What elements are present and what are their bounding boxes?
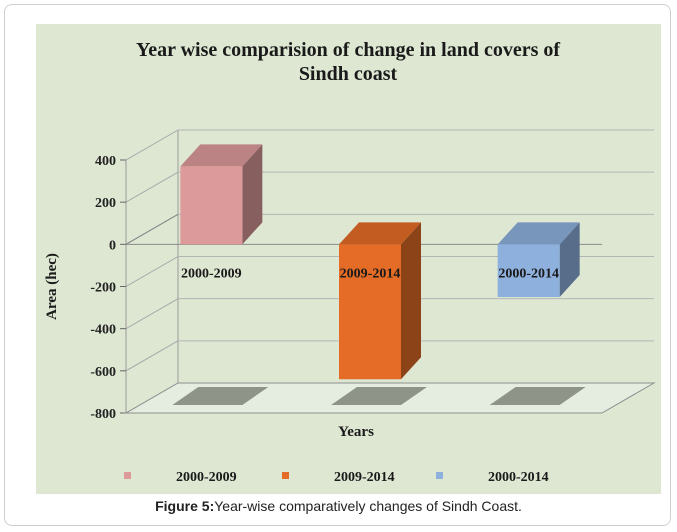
category-label-1: 2000-2009 — [181, 266, 242, 281]
bar-side-3 — [559, 222, 580, 298]
y-tick-label-1: 200 — [95, 196, 116, 211]
y-tick-label-2: 0 — [109, 238, 116, 253]
side-grid-3 — [125, 256, 179, 287]
legend-label-2: 2009-2014 — [334, 470, 395, 485]
y-tick-label-6: -800 — [90, 407, 116, 422]
category-label-3: 2000-2014 — [498, 266, 559, 281]
legend-swatch-2 — [282, 472, 289, 479]
bar-shadow-1 — [172, 387, 269, 405]
bar-side-2 — [401, 222, 421, 380]
category-label-2: 2009-2014 — [340, 266, 401, 281]
bar-top-3 — [497, 222, 580, 245]
figure-caption: Figure 5:Year-wise comparatively changes… — [0, 498, 677, 514]
legend-swatch-3 — [436, 472, 443, 479]
legend-swatch-1 — [124, 472, 131, 479]
y-axis-title: Area (hec) — [44, 253, 60, 320]
bar-shadow-2 — [331, 387, 427, 405]
bar-side-1 — [242, 144, 263, 245]
zero-line-depth — [125, 213, 179, 245]
bar-chart: Year wise comparision of change in land … — [44, 39, 656, 485]
legend-label-3: 2000-2014 — [488, 470, 549, 485]
y-tick-label-3: -200 — [90, 281, 116, 296]
bar-top-1 — [180, 144, 263, 167]
side-grid-0 — [125, 129, 179, 161]
side-grid-5 — [125, 340, 179, 372]
side-grid-4 — [125, 298, 179, 330]
y-tick-label-0: 400 — [95, 154, 116, 169]
chart-title-line-1: Year wise comparision of change in land … — [136, 39, 560, 61]
side-grid-1 — [125, 171, 179, 203]
bar-shadow-3 — [489, 387, 586, 405]
bar-1 — [180, 166, 243, 245]
caption-text: Year-wise comparatively changes of Sindh… — [214, 498, 522, 514]
x-axis-title: Years — [338, 424, 374, 440]
caption-label: Figure 5: — [155, 498, 215, 514]
bar-top-2 — [339, 222, 421, 245]
bar-2 — [339, 244, 401, 380]
legend-label-1: 2000-2009 — [176, 470, 237, 485]
y-tick-label-5: -600 — [90, 365, 116, 380]
bar-3 — [497, 244, 560, 298]
y-tick-label-4: -400 — [90, 323, 116, 338]
chart-title-line-2: Sindh coast — [299, 63, 398, 85]
